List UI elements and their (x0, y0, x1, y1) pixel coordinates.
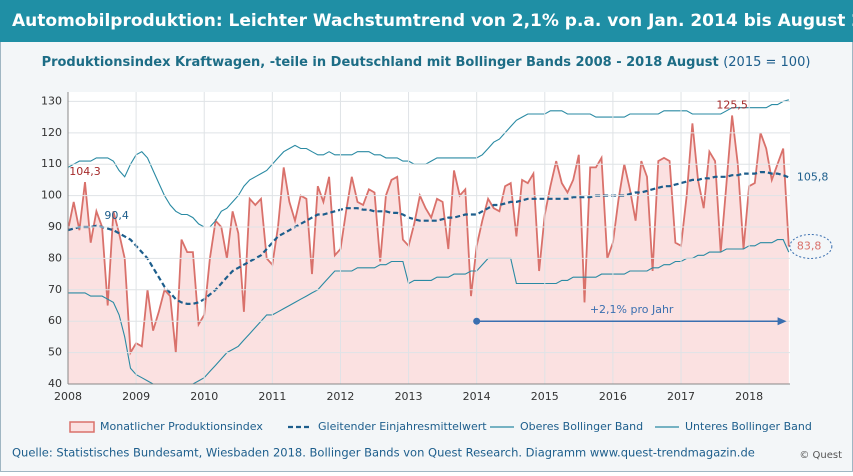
y-tick-label: 100 (41, 189, 62, 202)
chart-title: Automobilproduktion: Leichter Wachstumtr… (12, 11, 853, 31)
x-tick-label: 2017 (667, 390, 695, 403)
x-tick-label: 2013 (395, 390, 423, 403)
y-tick-label: 70 (48, 283, 62, 296)
x-tick-label: 2011 (258, 390, 286, 403)
source: Quelle: Statistisches Bundesamt, Wiesbad… (12, 446, 755, 460)
x-tick-label: 2010 (190, 390, 218, 403)
x-tick-label: 2016 (599, 390, 627, 403)
series-line (68, 239, 790, 384)
annotation-label: 105,8 (797, 170, 829, 183)
annotation-label: 90,4 (104, 209, 128, 222)
y-tick-label: 130 (41, 94, 62, 107)
legend-label: Gleitender Einjahresmittelwert (318, 420, 487, 433)
header-bar (0, 0, 853, 42)
y-tick-label: 90 (48, 220, 62, 233)
x-tick-label: 2012 (326, 390, 354, 403)
series-line (68, 171, 790, 305)
arrow-head (777, 317, 787, 326)
legend-label: Monatlicher Produktionsindex (100, 420, 263, 433)
series-line (68, 115, 790, 356)
y-tick-label: 80 (48, 251, 62, 264)
y-tick-label: 120 (41, 126, 62, 139)
x-tick-label: 2015 (531, 390, 559, 403)
subtitle-main: Produktionsindex Kraftwagen, -teile in D… (42, 55, 719, 70)
annotation-label: 83,8 (797, 239, 822, 252)
arrow-start (473, 317, 481, 325)
area-fill (68, 115, 789, 384)
x-tick-label: 2018 (735, 390, 763, 403)
series-line (68, 99, 789, 228)
annotation-ellipse (789, 233, 833, 259)
copyright: © Quest (799, 450, 842, 461)
legend-label: Oberes Bollinger Band (520, 420, 643, 433)
legend-label: Unteres Bollinger Band (685, 420, 812, 433)
trend-label: +2,1% pro Jahr (590, 303, 674, 316)
y-tick-label: 50 (48, 346, 62, 359)
plot-group (68, 99, 790, 384)
annotation-label: 125,5 (716, 99, 748, 112)
chart-subtitle: Produktionsindex Kraftwagen, -teile in D… (42, 55, 811, 70)
x-tick-label: 2008 (54, 390, 82, 403)
x-tick-label: 2009 (122, 390, 150, 403)
y-tick-label: 60 (48, 314, 62, 327)
y-tick-label: 40 (48, 377, 62, 390)
legend-swatch (69, 421, 95, 433)
y-tick-label: 110 (41, 157, 62, 170)
annotation-label: 104,3 (69, 165, 101, 178)
subtitle-note: (2015 = 100) (723, 55, 810, 70)
x-tick-label: 2014 (463, 390, 491, 403)
